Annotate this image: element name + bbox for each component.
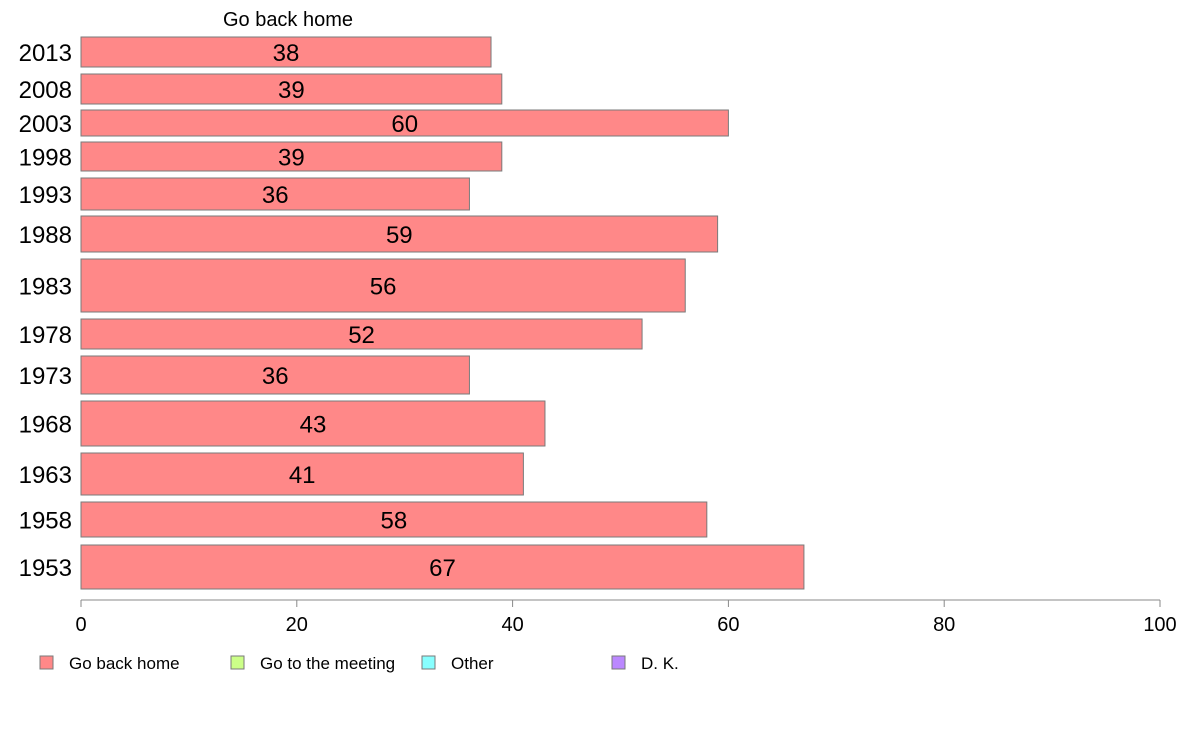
legend-label: D. K. bbox=[641, 654, 679, 673]
legend: Go back home Go to the meeting Other D. K. bbox=[39, 654, 679, 673]
legend-swatch bbox=[230, 655, 245, 670]
x-tick-label: 20 bbox=[286, 614, 308, 636]
bar-value-label: 67 bbox=[429, 555, 456, 582]
legend-label: Other bbox=[451, 654, 494, 673]
bar bbox=[80, 215, 719, 253]
bar bbox=[80, 36, 492, 68]
bar-value-label: 59 bbox=[386, 222, 413, 249]
legend-swatch bbox=[611, 655, 626, 670]
bar bbox=[80, 258, 686, 313]
category-label: 1973 bbox=[19, 363, 72, 390]
bar bbox=[80, 73, 503, 105]
bar bbox=[80, 544, 805, 590]
category-label: 1988 bbox=[19, 222, 72, 249]
bar bbox=[80, 452, 524, 496]
category-label: 1983 bbox=[19, 274, 72, 301]
x-tick-label: 100 bbox=[1143, 614, 1176, 636]
bar-value-label: 43 bbox=[300, 412, 327, 439]
bar-value-label: 36 bbox=[262, 182, 289, 209]
bar bbox=[80, 501, 708, 538]
bar bbox=[80, 109, 729, 137]
category-label: 1953 bbox=[19, 555, 72, 582]
bar-value-label: 39 bbox=[278, 77, 305, 104]
category-label: 1993 bbox=[19, 182, 72, 209]
bar bbox=[80, 177, 470, 211]
bars-group: 2013 38 2008 39 2003 60 1998 39 1993 36 1988 59 1983… bbox=[19, 36, 805, 590]
bar bbox=[80, 400, 546, 447]
category-label: 2003 bbox=[19, 111, 72, 138]
x-tick-label: 60 bbox=[717, 614, 739, 636]
category-label: 1958 bbox=[19, 508, 72, 535]
legend-swatch bbox=[39, 655, 54, 670]
x-tick-label: 0 bbox=[75, 614, 86, 636]
category-label: 1968 bbox=[19, 412, 72, 439]
bar bbox=[80, 141, 503, 172]
bar-value-label: 36 bbox=[262, 363, 289, 390]
bar-value-label: 60 bbox=[391, 111, 418, 138]
bar-value-label: 41 bbox=[289, 462, 316, 489]
bar-value-label: 58 bbox=[381, 508, 408, 535]
category-label: 1978 bbox=[19, 322, 72, 349]
bar bbox=[80, 318, 643, 350]
bar-value-label: 39 bbox=[278, 145, 305, 172]
x-tick-label: 80 bbox=[933, 614, 955, 636]
category-label: 1963 bbox=[19, 462, 72, 489]
x-axis: 0 20 40 60 80 100 bbox=[75, 599, 1177, 636]
category-label: 2008 bbox=[19, 77, 72, 104]
legend-label: Go back home bbox=[69, 654, 180, 673]
category-label: 2013 bbox=[19, 40, 72, 67]
bar-value-label: 38 bbox=[273, 40, 300, 67]
column-title: Go back home bbox=[223, 9, 353, 31]
bar bbox=[80, 355, 470, 395]
legend-label: Go to the meeting bbox=[260, 654, 395, 673]
x-tick-label: 40 bbox=[501, 614, 523, 636]
bar-value-label: 56 bbox=[370, 274, 397, 301]
legend-swatch bbox=[421, 655, 436, 670]
category-label: 1998 bbox=[19, 145, 72, 172]
bar-value-label: 52 bbox=[348, 322, 375, 349]
